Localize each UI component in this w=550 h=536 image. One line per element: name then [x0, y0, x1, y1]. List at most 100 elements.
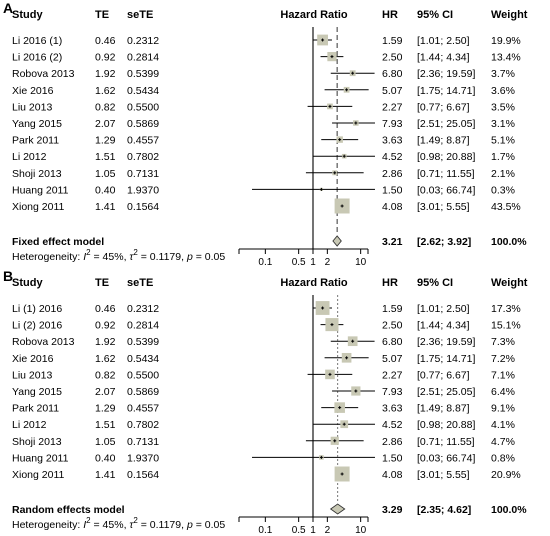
study-te: 0.40: [95, 184, 116, 196]
study-weight: 1.7%: [491, 151, 515, 163]
tau2-symbol: τ: [129, 251, 134, 263]
header-te: TE: [95, 277, 109, 289]
study-name: Park 2011: [12, 403, 59, 415]
i2-exponent: 2: [86, 516, 91, 525]
i2-symbol: I: [83, 251, 86, 263]
study-weight: 0.3%: [491, 184, 515, 196]
study-ci: [2.36; 19.59]: [417, 68, 475, 80]
study-name: Li (1) 2016: [12, 303, 62, 315]
study-sete: 0.2312: [127, 303, 159, 315]
study-ci: [3.01; 5.55]: [417, 201, 470, 213]
panel-letter: A: [3, 0, 13, 16]
study-weight: 15.1%: [491, 320, 521, 332]
study-hr: 2.27: [382, 369, 403, 381]
study-te: 0.40: [95, 452, 116, 464]
study-hr: 2.50: [382, 52, 403, 64]
study-ci: [1.01; 2.50]: [417, 35, 470, 47]
study-weight: 4.1%: [491, 419, 515, 431]
header-hr: HR: [382, 277, 398, 289]
study-sete: 0.2312: [127, 35, 159, 47]
study-sete: 0.5869: [127, 386, 159, 398]
study-weight: 3.7%: [491, 68, 515, 80]
tau2-value: = 0.1179,: [138, 251, 187, 263]
study-hr: 2.86: [382, 168, 403, 180]
x-tick-label: 0.1: [258, 257, 272, 268]
study-te: 1.92: [95, 68, 116, 80]
study-name: Liu 2013: [12, 369, 52, 381]
study-te: 1.29: [95, 135, 116, 147]
header-weight: Weight: [491, 9, 528, 21]
pooled-ci: [2.62; 3.92]: [417, 236, 471, 248]
pooled-hr: 3.29: [382, 504, 403, 516]
study-hr: 4.52: [382, 151, 403, 163]
study-ci: [1.75; 14.71]: [417, 85, 475, 97]
study-ci: [0.77; 6.67]: [417, 101, 470, 113]
study-hr: 1.59: [382, 303, 403, 315]
study-sete: 0.5434: [127, 85, 159, 97]
study-hr: 2.86: [382, 436, 403, 448]
study-weight: 7.2%: [491, 353, 515, 365]
heterogeneity-stats: Heterogeneity: I2 = 45%, τ2 = 0.1179, p …: [12, 516, 225, 531]
pooled-diamond: [332, 235, 342, 247]
study-sete: 0.7131: [127, 168, 159, 180]
study-te: 0.82: [95, 369, 116, 381]
study-weight: 7.3%: [491, 336, 515, 348]
x-tick-label: 0.1: [258, 525, 272, 536]
study-sete: 1.9370: [127, 184, 159, 196]
header-sete: seTE: [127, 9, 153, 21]
header-ci: 95% CI: [417, 9, 453, 21]
panel-letter: B: [3, 268, 13, 284]
header-ci: 95% CI: [417, 277, 453, 289]
heterogeneity-prefix: Heterogeneity:: [12, 519, 83, 531]
pooled-model-label: Fixed effect model: [12, 236, 104, 248]
study-hr: 2.27: [382, 101, 403, 113]
study-ci: [0.03; 66.74]: [417, 184, 475, 196]
study-weight: 2.1%: [491, 168, 515, 180]
study-te: 1.05: [95, 436, 116, 448]
study-te: 1.62: [95, 353, 116, 365]
study-ci: [0.71; 11.55]: [417, 436, 475, 448]
p-value: = 0.05: [193, 519, 226, 531]
study-hr: 5.07: [382, 85, 403, 97]
study-name: Shoji 2013: [12, 168, 62, 180]
study-sete: 0.4557: [127, 403, 159, 415]
i2-exponent: 2: [86, 248, 91, 257]
study-weight: 5.1%: [491, 135, 515, 147]
study-ci: [1.44; 4.34]: [417, 320, 470, 332]
header-hazard-ratio: Hazard Ratio: [280, 9, 348, 21]
study-te: 1.41: [95, 469, 116, 481]
study-te: 2.07: [95, 118, 116, 130]
study-sete: 0.5399: [127, 68, 159, 80]
study-te: 0.46: [95, 303, 116, 315]
study-ci: [1.01; 2.50]: [417, 303, 470, 315]
study-weight: 3.6%: [491, 85, 515, 97]
study-name: Li 2016 (1): [12, 35, 62, 47]
heterogeneity-stats: Heterogeneity: I2 = 45%, τ2 = 0.1179, p …: [12, 248, 225, 263]
heterogeneity-prefix: Heterogeneity:: [12, 251, 83, 263]
study-sete: 0.1564: [127, 201, 159, 213]
study-name: Xie 2016: [12, 353, 54, 365]
header-study: Study: [12, 9, 43, 21]
study-sete: 0.2814: [127, 320, 159, 332]
study-sete: 0.5869: [127, 118, 159, 130]
study-weight: 3.5%: [491, 101, 515, 113]
pooled-ci: [2.35; 4.62]: [417, 504, 471, 516]
study-name: Shoji 2013: [12, 436, 62, 448]
study-ci: [1.49; 8.87]: [417, 403, 470, 415]
x-tick-label: 0.5: [292, 257, 306, 268]
study-ci: [1.44; 4.34]: [417, 52, 470, 64]
study-weight: 3.1%: [491, 118, 515, 130]
study-ci: [0.03; 66.74]: [417, 452, 475, 464]
study-name: Xiong 2011: [12, 469, 65, 481]
pooled-weight: 100.0%: [491, 236, 527, 248]
study-sete: 1.9370: [127, 452, 159, 464]
study-ci: [1.75; 14.71]: [417, 353, 475, 365]
header-sete: seTE: [127, 277, 153, 289]
tau2-symbol: τ: [129, 519, 134, 531]
study-te: 0.46: [95, 35, 116, 47]
study-te: 1.62: [95, 85, 116, 97]
study-te: 1.41: [95, 201, 116, 213]
study-sete: 0.7802: [127, 419, 159, 431]
study-ci: [2.51; 25.05]: [417, 118, 475, 130]
tau2-exponent: 2: [133, 248, 138, 257]
